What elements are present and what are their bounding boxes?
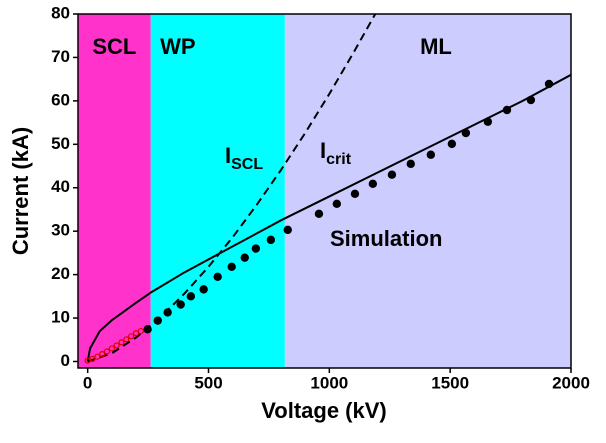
region [78,14,151,368]
sim-point [176,300,185,309]
region-label: ML [420,34,452,59]
sim-point [283,225,292,235]
sim-point [314,209,324,219]
sim-point [108,345,115,352]
sim-point [332,199,342,209]
y-axis-title: Current (kA) [8,127,33,255]
annotation-text: Simulation [330,226,442,251]
sim-point [387,170,397,179]
x-tick-label: 0 [83,373,92,392]
sim-point [99,351,106,358]
annotation: Icrit [320,138,352,168]
sim-point [240,253,249,262]
sim-point [199,285,208,294]
sim-point [103,348,111,355]
annotation-sub: SCL [231,156,263,173]
y-tick-label: 40 [51,177,70,196]
annotation-text: I [320,138,326,163]
x-tick-label: 1500 [431,373,469,392]
x-axis-title: Voltage (kV) [261,398,387,423]
annotation-text: I [225,143,231,168]
sim-point [461,128,471,138]
sim-point [544,79,554,89]
y-tick-label: 60 [51,90,70,109]
sim-point [368,179,378,189]
sim-point [406,159,415,169]
annotation: Simulation [330,226,442,251]
sim-point [94,353,101,360]
y-tick-label: 0 [61,351,70,370]
sim-point [251,244,261,253]
y-tick-label: 10 [51,308,70,327]
sim-point [502,105,512,115]
sim-point [118,339,125,346]
y-tick-label: 80 [51,3,70,22]
y-tick-label: 70 [51,47,70,66]
region-label: WP [160,34,195,59]
x-tick-label: 2000 [552,373,590,392]
y-tick-label: 20 [51,264,70,283]
sim-point [128,333,135,340]
x-tick-label: 1000 [310,373,348,392]
region [284,14,571,368]
sim-point [89,355,96,362]
sim-point [113,342,120,349]
sim-point [213,272,222,281]
sim-point [153,316,162,325]
sim-point [137,327,144,335]
plot-frame [77,13,572,369]
sim-point [132,330,140,337]
sim-point [186,292,196,301]
curve [87,13,377,363]
sim-point [143,325,152,334]
annotation: ISCL [225,143,263,173]
sim-point [266,235,276,245]
curve [86,73,572,362]
sim-point [526,95,536,105]
sim-point [426,150,436,159]
region-label: SCL [92,34,136,59]
sim-point [350,189,360,199]
sim-point [483,117,493,126]
x-tick-label: 500 [194,373,222,392]
sim-point [123,336,130,343]
y-tick-label: 30 [51,221,70,240]
sim-point [163,308,172,317]
sim-point [227,262,236,271]
sim-point [447,139,457,149]
annotation-sub: crit [326,151,352,168]
region [150,14,285,368]
y-tick-label: 50 [51,134,70,153]
